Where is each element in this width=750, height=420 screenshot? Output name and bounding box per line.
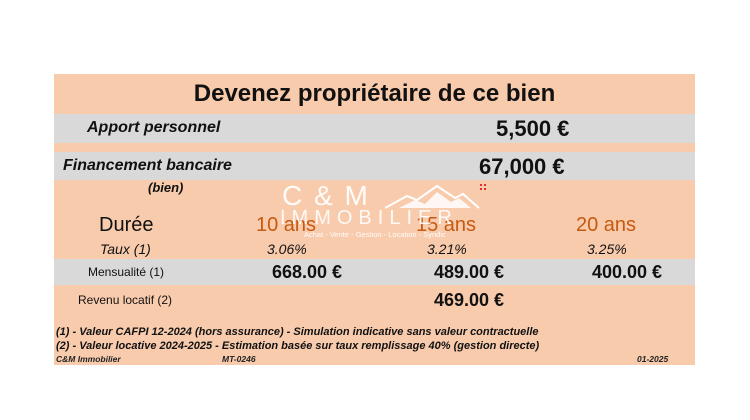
mensualite-value-10: 668.00 €	[272, 262, 343, 282]
duree-option-20: 20 ans	[576, 214, 637, 236]
logo-name: C & M	[282, 180, 370, 211]
duree-option-15: 15 ans	[416, 214, 477, 236]
page-title: Devenez propriétaire de ce bien	[193, 80, 556, 107]
duree-option-10: 10 ans	[256, 214, 317, 236]
logo-dots-icon	[480, 184, 486, 190]
duree-label: Durée	[99, 214, 154, 236]
logo-subtitle: IMMOBILIER	[280, 207, 458, 229]
mensualite-label: Mensualité (1)	[88, 265, 165, 279]
financement-value: 67,000 €	[479, 154, 565, 179]
financing-card: Devenez propriétaire de ce bien Apport p…	[54, 74, 695, 365]
footer-ref: MT-0246	[222, 354, 256, 364]
note-2: (2) - Valeur locative 2024-2025 - Estima…	[56, 340, 540, 352]
financement-label: Financement bancaire	[63, 157, 232, 174]
mensualite-row: Mensualité (1) 668.00 € 489.00 € 400.00 …	[54, 259, 695, 285]
financement-row: Financement bancaire 67,000 €	[54, 152, 695, 180]
taux-value-10: 3.06%	[267, 241, 307, 257]
logo-tagline: Achat - Vente - Gestion - Location - Syn…	[304, 230, 446, 239]
footer-date: 01-2025	[637, 354, 669, 364]
taux-value-15: 3.21%	[427, 241, 467, 257]
revenu-label: Revenu locatif (2)	[78, 293, 173, 307]
mountain-icon	[385, 184, 480, 209]
revenu-value: 469.00 €	[434, 290, 505, 310]
financement-sublabel: (bien)	[148, 180, 184, 195]
apport-value: 5,500 €	[496, 116, 570, 141]
taux-value-20: 3.25%	[587, 241, 627, 257]
footer-company: C&M Immobilier	[56, 354, 121, 364]
company-logo-watermark: C & M IMMOBILIER Achat - Vente - Gestion…	[280, 180, 486, 250]
mensualite-value-15: 489.00 €	[434, 262, 505, 282]
apport-label: Apport personnel	[87, 119, 221, 136]
taux-label: Taux (1)	[100, 241, 151, 257]
apport-row: Apport personnel 5,500 €	[54, 114, 695, 143]
note-1: (1) - Valeur CAFPI 12-2024 (hors assuran…	[56, 326, 539, 338]
mensualite-value-20: 400.00 €	[592, 262, 663, 282]
